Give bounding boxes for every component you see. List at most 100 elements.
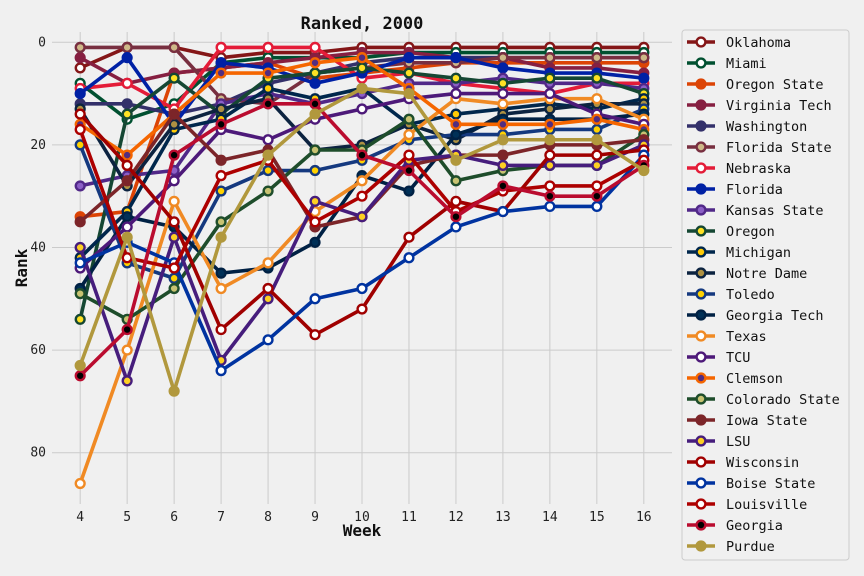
y-tick-label-60: 60	[30, 343, 46, 358]
data-point-boise-state-week-4	[74, 257, 86, 269]
series-oregon	[74, 62, 650, 325]
data-point-notre-dame-week-6	[168, 118, 180, 130]
legend: Oklahoma Miami Oregon State Virginia Tech Wa…	[681, 29, 850, 561]
data-point-louisville-week-5	[121, 252, 133, 264]
legend-entry-nebraska: Nebraska	[687, 161, 791, 177]
y-tick-label-80: 80	[30, 446, 46, 461]
legend-label-miami: Miami	[726, 56, 767, 72]
data-point-oregon-week-9	[309, 67, 321, 79]
data-point-georgia-week-14	[544, 190, 556, 202]
data-point-oregon-week-11	[403, 67, 415, 79]
data-point-oregon-week-14	[544, 72, 556, 84]
data-point-florida-state-week-13	[497, 52, 509, 64]
data-point-georgia-week-7	[215, 118, 227, 130]
data-point-purdue-week-16	[638, 164, 650, 177]
data-point-clemson-week-14	[544, 118, 556, 130]
x-tick-label-13: 13	[495, 510, 511, 525]
data-point-clemson-week-15	[591, 113, 603, 125]
data-point-iowa-state-week-4	[74, 216, 86, 228]
data-point-texas-week-5	[121, 344, 133, 356]
data-point-wisconsin-week-8	[262, 282, 274, 295]
data-point-lsu-week-8	[262, 293, 274, 305]
legend-label-nebraska: Nebraska	[726, 161, 791, 177]
legend-swatch-marker-oregon	[695, 225, 707, 237]
data-point-louisville-week-11	[403, 149, 415, 161]
data-point-boise-state-week-13	[497, 205, 509, 218]
legend-swatch-marker-toledo	[695, 288, 707, 300]
legend-entry-purdue: Purdue	[687, 539, 775, 555]
data-point-texas-week-11	[403, 129, 415, 141]
data-point-iowa-state-week-7	[215, 154, 227, 166]
data-point-colorado-state-week-12	[450, 175, 462, 187]
legend-entry-iowa-state: Iowa State	[687, 413, 807, 429]
legend-label-lsu: LSU	[726, 434, 750, 450]
legend-label-georgia: Georgia	[726, 518, 783, 534]
legend-label-tcu: TCU	[726, 350, 750, 366]
y-tick-label-20: 20	[30, 138, 46, 153]
legend-entry-lsu: LSU	[687, 434, 750, 450]
data-point-clemson-week-13	[497, 118, 509, 130]
data-point-louisville-week-14	[544, 180, 556, 192]
y-axis-title: Rank	[12, 248, 31, 287]
legend-swatch-marker-lsu	[695, 435, 707, 447]
data-point-clemson-week-10	[356, 52, 368, 64]
legend-swatch-marker-oregon-state	[695, 78, 707, 90]
data-point-louisville-week-10	[356, 190, 368, 202]
legend-swatch-marker-washington	[695, 120, 707, 132]
data-point-florida-state-week-5	[121, 41, 133, 53]
legend-swatch-marker-virginia-tech	[695, 99, 707, 111]
legend-label-florida: Florida	[726, 182, 783, 198]
data-point-georgia-week-15	[591, 190, 603, 202]
data-point-michigan-week-8	[262, 82, 274, 95]
legend-entry-boise-state: Boise State	[687, 476, 815, 492]
legend-swatch-marker-texas	[695, 330, 707, 342]
data-point-tcu-week-8	[262, 134, 274, 146]
legend-entry-oklahoma: Oklahoma	[687, 35, 791, 51]
data-point-toledo-week-15	[591, 123, 603, 136]
data-point-iowa-state-week-13	[497, 149, 509, 161]
data-point-nebraska-week-7	[215, 41, 227, 53]
data-point-purdue-week-8	[262, 149, 274, 161]
data-point-oregon-week-10	[356, 62, 368, 74]
data-point-purdue-week-10	[356, 82, 368, 95]
data-point-florida-week-4	[74, 87, 86, 100]
data-point-purdue-week-4	[74, 359, 86, 372]
legend-entry-virginia-tech: Virginia Tech	[687, 98, 832, 114]
data-point-purdue-week-6	[168, 385, 180, 397]
legend-swatch-marker-purdue	[695, 540, 707, 552]
x-tick-label-6: 6	[170, 510, 178, 525]
legend-label-florida-state: Florida State	[726, 140, 832, 156]
legend-entry-tcu: TCU	[687, 350, 750, 366]
legend-entry-texas: Texas	[687, 329, 767, 345]
legend-label-kansas-state: Kansas State	[726, 203, 824, 219]
legend-swatch-marker-michigan	[695, 246, 707, 258]
legend-label-washington: Washington	[726, 119, 807, 135]
legend-label-michigan: Michigan	[726, 245, 791, 261]
data-point-notre-dame-week-14	[544, 103, 556, 115]
legend-label-boise-state: Boise State	[726, 476, 815, 492]
data-point-clemson-week-8	[262, 67, 274, 79]
legend-label-oregon-state: Oregon State	[726, 77, 824, 93]
data-point-wisconsin-week-14	[544, 149, 556, 161]
data-point-florida-week-7	[215, 57, 227, 69]
legend-swatch-marker-nebraska	[695, 162, 707, 174]
data-point-florida-state-week-15	[591, 52, 603, 64]
data-point-wisconsin-week-7	[215, 323, 227, 336]
data-point-lsu-week-4	[74, 241, 86, 254]
x-tick-label-11: 11	[401, 510, 417, 525]
data-point-colorado-state-week-7	[215, 216, 227, 228]
data-point-georgia-tech-week-5	[121, 211, 133, 223]
x-axis-title: Week	[343, 521, 382, 540]
legend-label-louisville: Louisville	[726, 497, 807, 513]
data-point-texas-week-7	[215, 282, 227, 295]
data-point-wisconsin-week-4	[74, 108, 86, 120]
legend-entry-clemson: Clemson	[687, 371, 783, 387]
legend-label-colorado-state: Colorado State	[726, 392, 840, 408]
legend-label-notre-dame: Notre Dame	[726, 266, 807, 282]
legend-swatch-marker-oklahoma	[695, 36, 707, 48]
legend-entry-colorado-state: Colorado State	[687, 392, 840, 408]
x-tick-label-7: 7	[217, 510, 225, 525]
data-point-georgia-week-13	[497, 180, 509, 192]
legend-swatch-marker-georgia-tech	[695, 309, 707, 321]
legend-swatch-marker-notre-dame	[695, 267, 707, 279]
